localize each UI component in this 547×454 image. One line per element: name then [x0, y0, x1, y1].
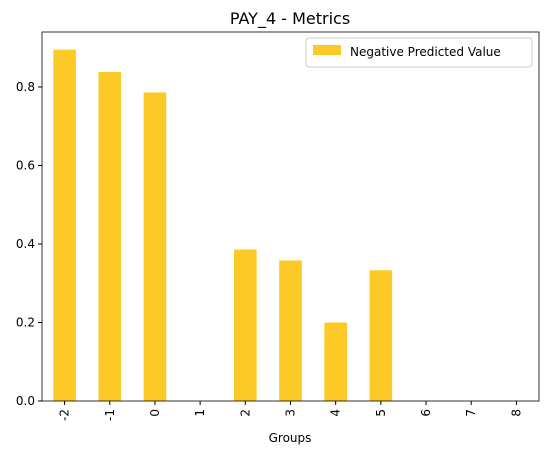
- legend-box: [305, 37, 533, 68]
- bars-group: [53, 49, 393, 402]
- x-tick-label: 8: [509, 409, 523, 417]
- bar--1: [98, 72, 122, 401]
- legend: Negative Predicted Value: [305, 37, 533, 68]
- y-tick-label: 0.8: [16, 80, 35, 94]
- x-tick-label: 6: [419, 409, 433, 417]
- x-tick-label: 0: [148, 409, 162, 417]
- x-tick-label: 5: [374, 409, 388, 417]
- y-tick-label: 0.6: [16, 158, 35, 172]
- bar-0: [143, 92, 167, 402]
- x-tick-label: 4: [329, 409, 343, 417]
- chart-title: PAY_4 - Metrics: [230, 9, 350, 29]
- bar-2: [234, 249, 257, 401]
- bar-3: [279, 260, 302, 401]
- bar-5: [369, 270, 393, 401]
- y-axis: 0.0 0.2 0.4 0.6 0.8: [16, 80, 42, 408]
- x-tick-label: 7: [464, 409, 478, 417]
- x-tick-label: 1: [193, 409, 207, 417]
- bar--2: [53, 49, 76, 402]
- y-tick-label: 0.4: [16, 237, 35, 251]
- x-tick-label: 2: [238, 409, 252, 417]
- x-axis: -2 -1 0 1 2 3 4 5 6 7 8: [58, 401, 523, 421]
- legend-swatch: [313, 45, 341, 55]
- y-tick-label: 0.2: [16, 315, 35, 329]
- x-tick-label: 3: [284, 409, 298, 417]
- plot-frame: [41, 31, 540, 402]
- x-tick-label: -2: [58, 409, 72, 421]
- x-tick-label: -1: [103, 409, 117, 421]
- bar-4: [324, 322, 347, 401]
- y-tick-label: 0.0: [16, 394, 35, 408]
- x-axis-label: Groups: [269, 431, 312, 445]
- legend-label: Negative Predicted Value: [350, 45, 501, 59]
